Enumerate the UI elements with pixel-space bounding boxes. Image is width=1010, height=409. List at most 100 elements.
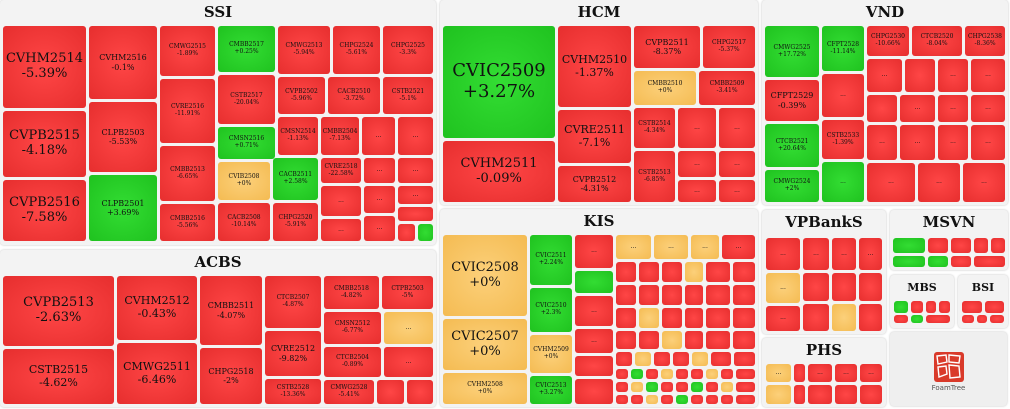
treemap-cell[interactable] [859,304,882,331]
treemap-cell[interactable]: CTCB2521 +20.64% [765,124,819,167]
group-ssi[interactable]: SSI CVHM2514 -5.39% CVHM2516 -0.1% CMWG251… [0,0,436,245]
treemap-cell[interactable]: ... [398,158,433,183]
treemap-cell[interactable] [706,395,718,404]
treemap-cell[interactable]: ... [766,364,791,382]
treemap-cell[interactable]: CHPG2524 -5.61% [333,26,380,74]
treemap-cell[interactable]: ... [364,186,395,213]
treemap-cell[interactable] [685,331,703,349]
group-vpbanks[interactable]: VPBankS ... ... ... ... ... ... [762,210,886,334]
treemap-cell[interactable]: CVIB2508 +0% [218,162,270,200]
treemap-cell[interactable]: ... [860,364,882,382]
treemap-cell[interactable]: CMSN2516 +0.71% [218,127,275,159]
treemap-cell[interactable]: ... [971,95,1005,122]
treemap-cell[interactable] [616,331,636,349]
treemap-cell[interactable]: CMBB2513 -6.65% [160,146,215,201]
treemap-cell[interactable]: CMBB2517 +0.25% [218,26,275,72]
treemap-cell[interactable]: CMWG2524 +2% [765,170,819,202]
treemap-cell[interactable]: ... [822,162,864,202]
treemap-cell[interactable]: CMBB2518 -4.82% [324,276,379,309]
treemap-cell[interactable] [616,382,628,392]
treemap-cell[interactable]: ... [832,238,856,270]
treemap-cell[interactable] [803,273,829,301]
treemap-cell[interactable] [721,395,733,404]
treemap-cell[interactable]: ... [938,125,968,160]
treemap-cell[interactable] [794,385,805,404]
treemap-cell[interactable]: ... [867,59,902,92]
treemap-cell[interactable]: CVIC2507 +0% [443,319,527,370]
treemap-cell[interactable]: CTCB2520 -8.04% [912,26,962,56]
treemap-cell[interactable]: CMWG2525 +17.72% [765,26,819,77]
treemap-cell[interactable]: ... [722,235,755,259]
treemap-cell[interactable]: ... [678,180,716,202]
treemap-cell[interactable] [616,395,628,404]
treemap-cell[interactable] [733,308,755,328]
treemap-cell[interactable] [639,308,659,328]
treemap-cell[interactable] [734,352,755,366]
treemap-cell[interactable] [962,301,982,313]
treemap-cell[interactable] [706,369,718,379]
treemap-cell[interactable]: ... [963,163,1005,202]
treemap-cell[interactable] [974,238,988,253]
treemap-cell[interactable] [962,315,974,323]
treemap-cell[interactable] [706,262,730,282]
treemap-cell[interactable] [646,382,658,392]
treemap-cell[interactable]: CSTB2517 -20.04% [218,75,275,124]
treemap-cell[interactable]: CVIC2513 +3.27% [530,376,572,404]
treemap-cell[interactable]: ... [719,151,755,177]
treemap-cell[interactable] [905,59,935,92]
treemap-cell[interactable] [894,301,908,313]
treemap-cell[interactable]: CVHM2512 -0.43% [117,276,197,340]
treemap-cell[interactable] [733,262,755,282]
treemap-cell[interactable]: CLPB2503 -5.53% [89,102,157,172]
treemap-cell[interactable]: CVRE2512 -9.82% [265,331,321,376]
treemap-cell[interactable] [616,262,636,282]
treemap-cell[interactable]: CHPG2538 -8.36% [965,26,1005,56]
treemap-cell[interactable] [736,382,755,392]
treemap-cell[interactable]: CSTB2521 -5.1% [383,77,433,114]
treemap-cell[interactable]: CSTB2514 -4.34% [634,108,675,148]
treemap-cell[interactable]: CMBB2504 -7.13% [321,117,359,155]
treemap-cell[interactable] [985,301,1004,313]
treemap-cell[interactable] [575,271,613,293]
treemap-cell[interactable] [706,285,730,305]
treemap-cell[interactable] [635,352,651,366]
treemap-cell[interactable]: ... [575,329,613,353]
treemap-cell[interactable] [691,369,703,379]
treemap-cell[interactable]: ... [691,235,719,259]
treemap-cell[interactable] [646,395,658,404]
treemap-cell[interactable]: CFPT2529 -0.39% [765,80,819,121]
treemap-cell[interactable]: CVPB2502 -5.96% [278,77,325,114]
group-hcm[interactable]: HCM CVIC2509 +3.27% CVHM2510 -1.37% CVPB25… [440,0,758,205]
treemap-cell[interactable] [685,308,703,328]
group-bsi[interactable]: BSI [958,275,1008,328]
treemap-cell[interactable] [794,364,805,382]
treemap-cell[interactable]: ... [362,117,395,155]
treemap-cell[interactable]: ... [575,235,613,268]
group-phs[interactable]: PHS ... ... ... ... [762,338,886,407]
treemap-cell[interactable]: CMBB2511 -4.07% [200,276,262,345]
treemap-cell[interactable]: CVRE2516 -11.91% [160,79,215,143]
treemap-cell[interactable] [662,285,682,305]
treemap-cell[interactable] [676,369,688,379]
treemap-cell[interactable] [662,308,682,328]
treemap-cell[interactable]: CACB2508 -10.14% [218,203,270,241]
treemap-cell[interactable]: ... [766,273,800,303]
treemap-cell[interactable] [926,301,936,313]
treemap-cell[interactable] [418,224,433,241]
treemap-cell[interactable]: CVPB2511 -8.37% [634,26,700,68]
treemap-cell[interactable] [662,262,682,282]
treemap-cell[interactable]: CVRE2518 -22.58% [321,158,361,183]
treemap-cell[interactable]: ... [364,158,395,183]
treemap-cell[interactable]: ... [859,238,882,270]
treemap-cell[interactable]: CMBB2516 -5.56% [160,204,215,241]
treemap-cell[interactable] [939,301,950,313]
treemap-cell[interactable] [639,262,659,282]
treemap-cell[interactable]: CVHM2514 -5.39% [3,26,86,108]
treemap-cell[interactable]: CVPB2516 -7.58% [3,180,86,241]
group-vnd[interactable]: VND CMWG2525 +17.72% CFPT2528 -11.14% CHPG… [762,0,1008,205]
treemap-cell[interactable]: ... [867,125,897,160]
treemap-cell[interactable] [676,382,688,392]
treemap-cell[interactable] [639,331,659,349]
treemap-cell[interactable] [616,308,636,328]
treemap-cell[interactable]: CVIC2508 +0% [443,235,527,316]
